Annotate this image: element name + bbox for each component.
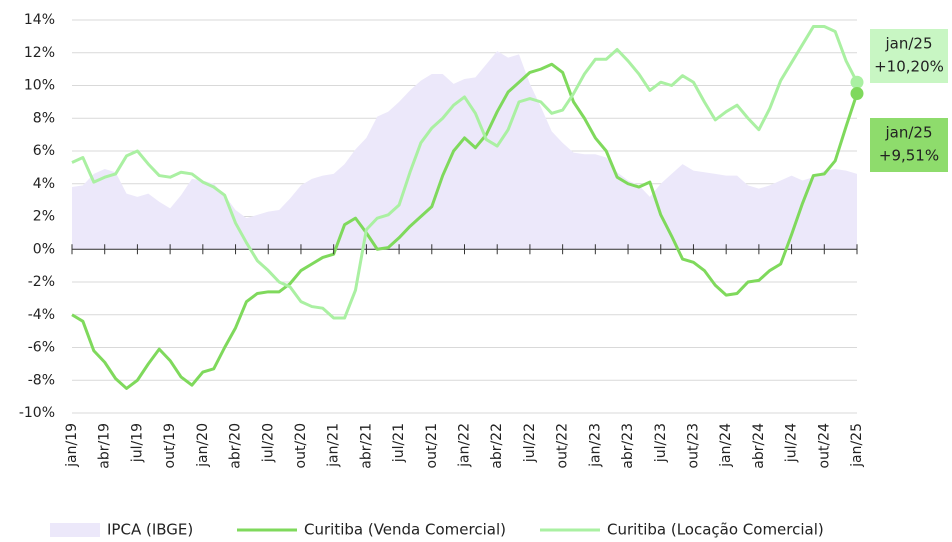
end-point <box>850 75 864 89</box>
x-tick-label: jan/22 <box>457 423 473 468</box>
annotation-box <box>870 118 948 172</box>
legend-swatch <box>50 523 100 537</box>
x-tick-label: jul/20 <box>260 423 276 463</box>
annotation-text: jan/25 <box>884 35 932 53</box>
legend-label: Curitiba (Venda Comercial) <box>304 521 506 539</box>
x-tick-label: abr/19 <box>97 423 113 469</box>
y-tick-label: 12% <box>24 45 55 61</box>
annotation-text: jan/25 <box>884 124 932 142</box>
x-tick-label: jul/21 <box>391 423 407 463</box>
x-tick-label: abr/20 <box>228 423 244 469</box>
x-tick-label: out/20 <box>293 423 309 468</box>
x-tick-label: abr/22 <box>489 423 505 469</box>
y-tick-label: 8% <box>33 110 55 126</box>
x-tick-label: out/22 <box>555 423 571 468</box>
x-tick-label: jan/23 <box>587 423 603 468</box>
x-tick-label: jul/19 <box>129 423 145 463</box>
y-tick-label: 0% <box>33 241 55 257</box>
y-tick-label: 2% <box>33 209 55 225</box>
x-tick-label: out/19 <box>162 423 178 468</box>
annotation-text: +9,51% <box>879 147 939 165</box>
end-point <box>850 87 864 101</box>
line <box>71 62 859 390</box>
x-tick-label: jan/24 <box>718 423 734 468</box>
y-tick-label: 4% <box>33 176 55 192</box>
y-tick-label: -6% <box>28 340 55 356</box>
legend-label: IPCA (IBGE) <box>107 521 193 539</box>
y-tick-label: -8% <box>28 372 55 388</box>
x-tick-label: jan/21 <box>326 423 342 468</box>
x-tick-label: jul/24 <box>784 423 800 463</box>
x-tick-label: jul/23 <box>653 423 669 463</box>
y-tick-label: -10% <box>19 405 55 421</box>
x-tick-label: out/23 <box>685 423 701 468</box>
y-tick-label: 6% <box>33 143 55 159</box>
x-tick-label: abr/24 <box>751 423 767 469</box>
y-tick-label: 14% <box>24 12 55 28</box>
x-tick-label: out/24 <box>816 423 832 469</box>
area <box>72 51 857 250</box>
y-tick-label: -2% <box>28 274 55 290</box>
x-tick-label: jan/20 <box>195 423 211 468</box>
x-tick-label: abr/21 <box>358 423 374 469</box>
y-tick-label: 10% <box>24 78 55 94</box>
line <box>71 25 859 320</box>
annotation-text: +10,20% <box>874 58 944 76</box>
annotation-box <box>870 29 948 83</box>
y-tick-label: -4% <box>28 307 55 323</box>
x-tick-label: jul/22 <box>522 423 538 463</box>
x-tick-label: jan/19 <box>64 423 80 468</box>
x-tick-label: jan/25 <box>849 423 865 468</box>
legend-label: Curitiba (Locação Comercial) <box>607 521 824 539</box>
x-tick-label: out/21 <box>424 423 440 468</box>
x-tick-label: abr/23 <box>620 423 636 469</box>
